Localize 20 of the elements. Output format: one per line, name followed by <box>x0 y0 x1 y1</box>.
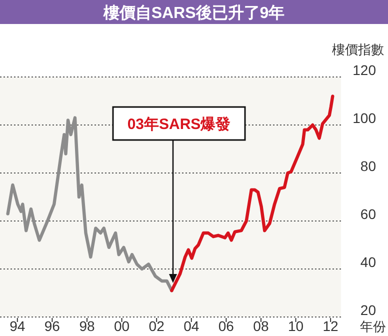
y-tick-label: 20 <box>360 302 376 318</box>
x-tick-label: 08 <box>253 318 269 334</box>
annotation: 03年SARS爆發 <box>127 116 231 133</box>
y-tick-label: 120 <box>352 62 376 78</box>
chart-title: 樓價自SARS後已升了9年 <box>102 4 285 22</box>
x-axis-title: 年份 <box>360 319 386 334</box>
x-tick-label: 00 <box>114 318 130 334</box>
x-tick-label: 12 <box>322 318 339 334</box>
y-tick-label: 80 <box>360 158 376 174</box>
x-tick-label: 06 <box>218 318 234 334</box>
x-tick-label: 10 <box>288 318 304 334</box>
y-tick-label: 60 <box>360 206 376 222</box>
x-tick-label: 96 <box>44 318 60 334</box>
y-axis-title: 樓價指數 <box>332 42 384 57</box>
x-tick-label: 04 <box>184 318 200 334</box>
y-tick-label: 100 <box>352 110 376 126</box>
x-tick-label: 02 <box>148 318 165 334</box>
x-tick-label: 94 <box>10 318 26 334</box>
y-tick-label: 40 <box>360 254 376 270</box>
x-tick-label: 98 <box>79 318 95 334</box>
